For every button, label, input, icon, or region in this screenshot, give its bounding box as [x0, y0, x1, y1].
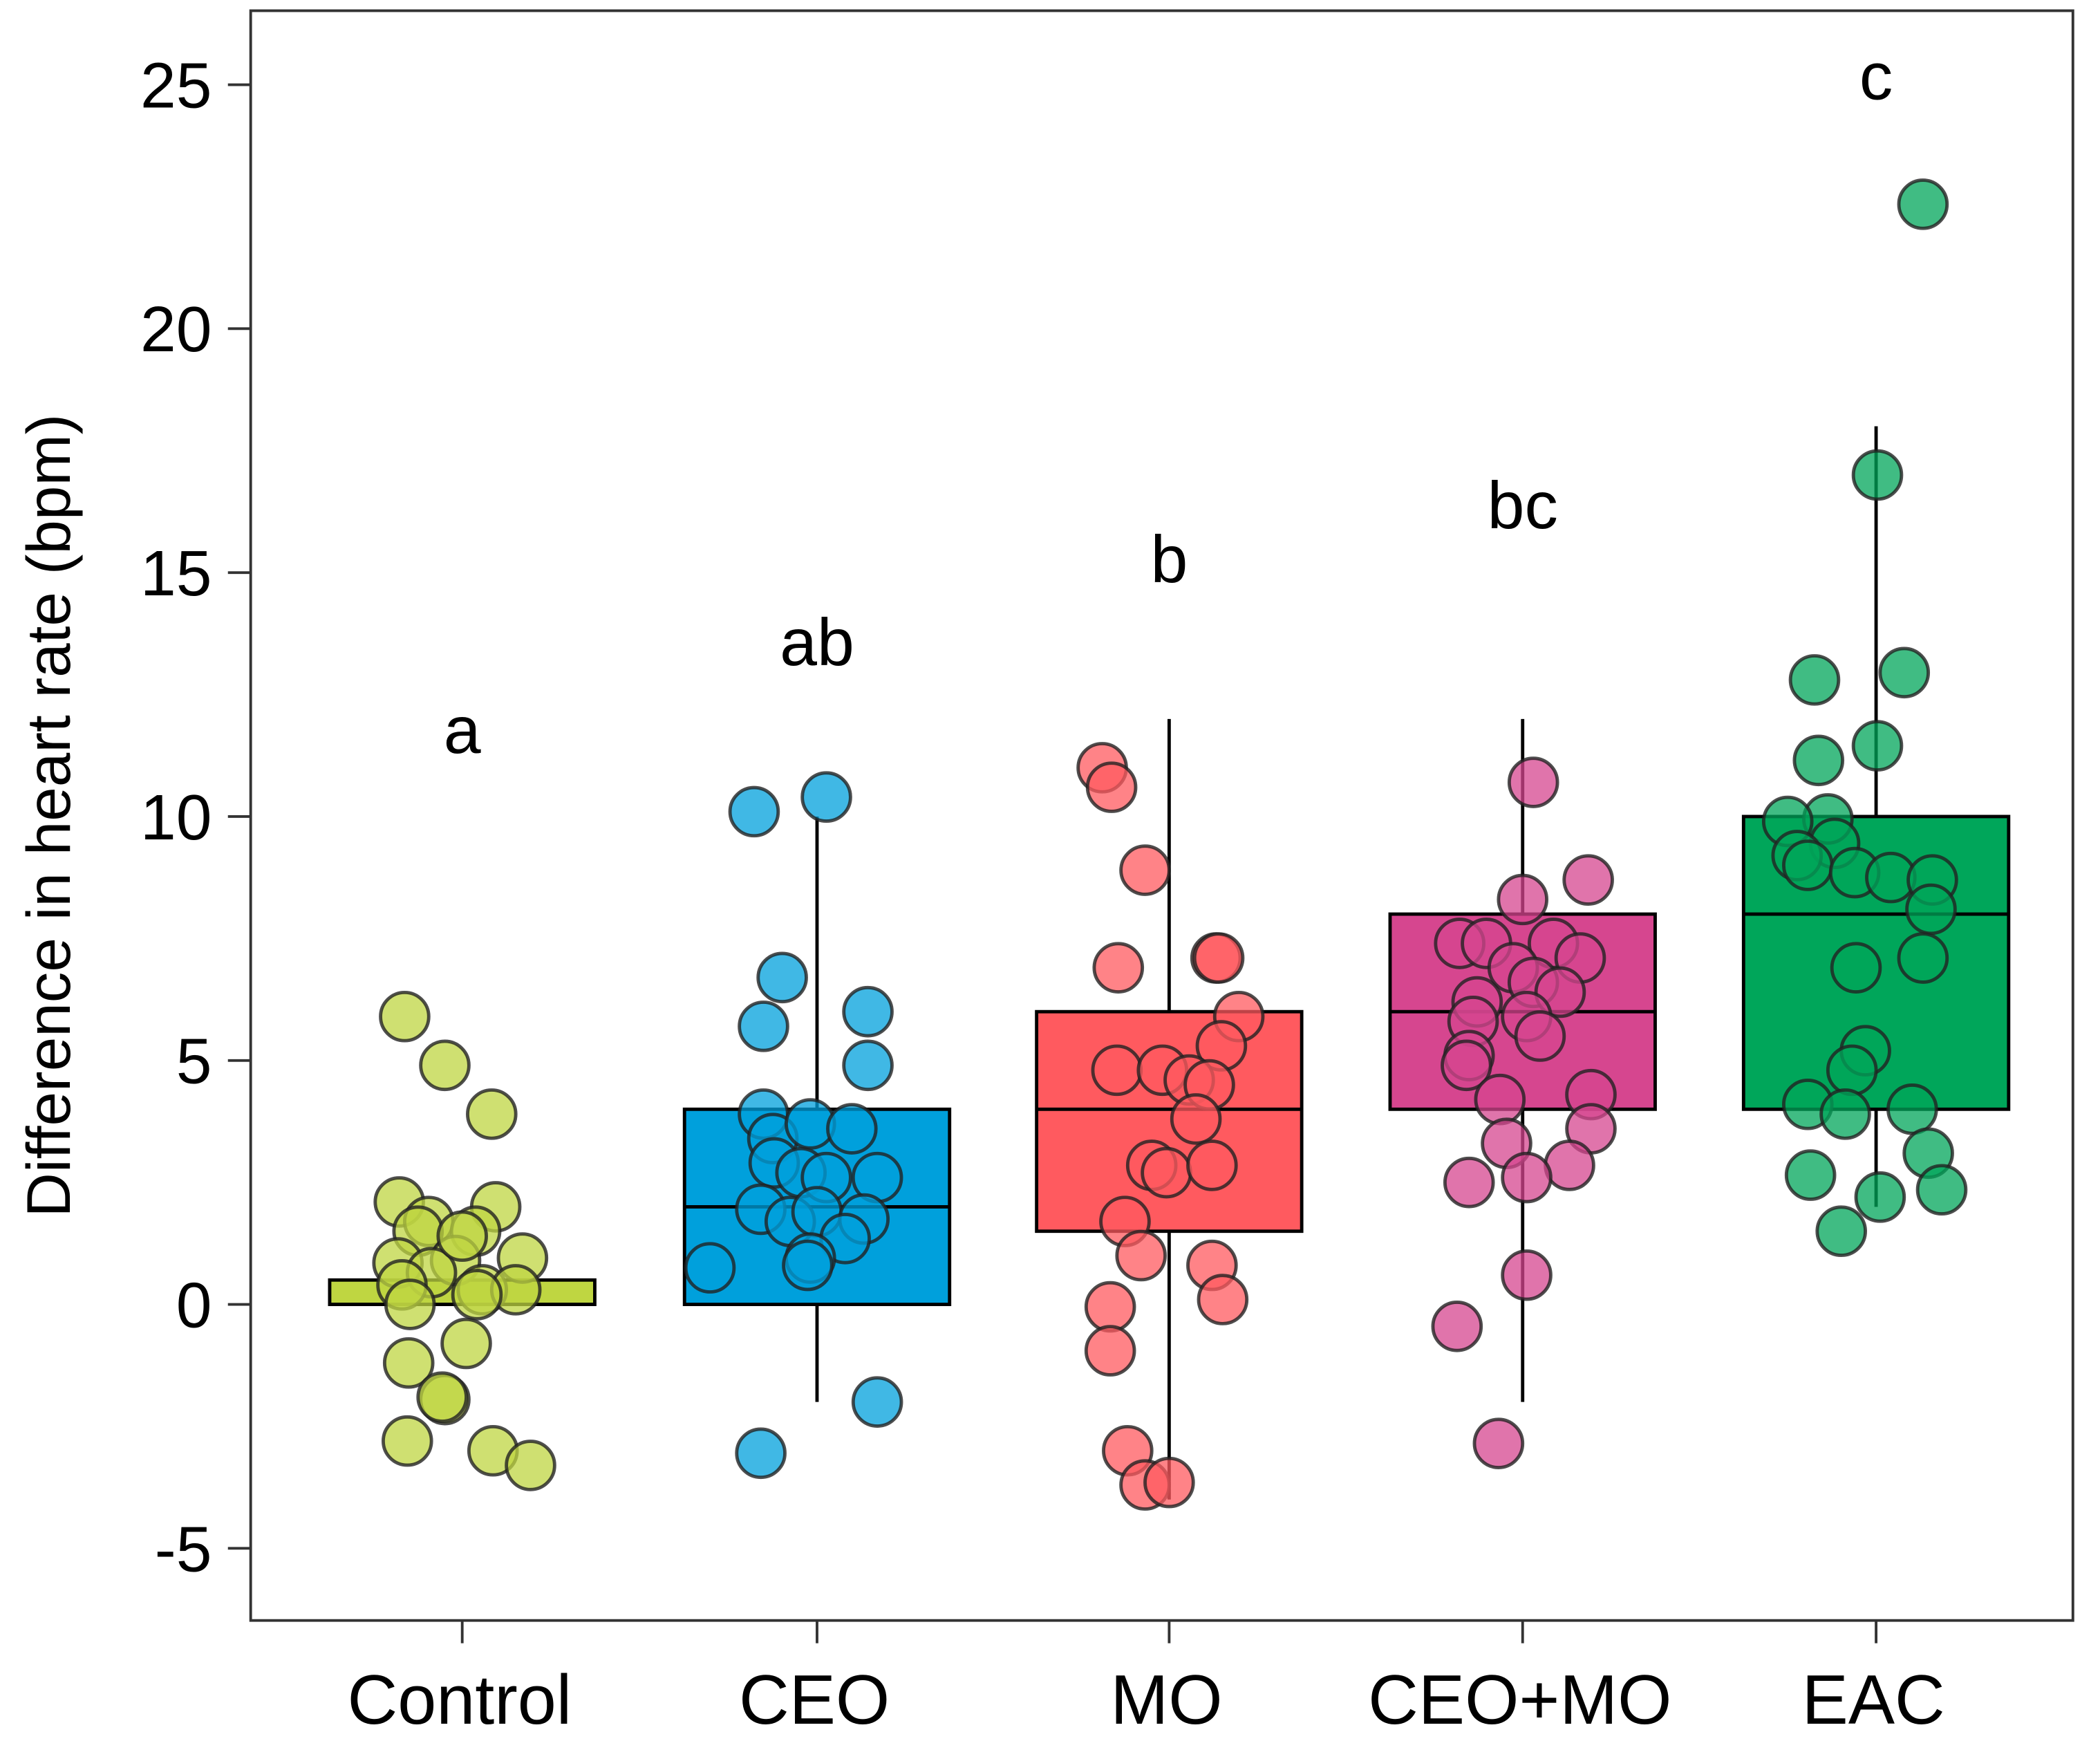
data-point [1784, 1149, 1837, 1201]
data-point [1897, 178, 1949, 230]
significance-letters: a ab b bc c [444, 38, 1893, 767]
data-point [1084, 1281, 1136, 1333]
data-point [851, 1376, 903, 1428]
data-point [738, 1000, 789, 1052]
data-point [684, 1242, 736, 1294]
y-axis-label: Difference in heart rate (bpm) [14, 414, 83, 1218]
significance-letter: c [1859, 38, 1893, 113]
data-point [1092, 942, 1145, 994]
data-point [800, 771, 852, 823]
data-point [1501, 1151, 1553, 1204]
significance-letter: ab [780, 604, 854, 680]
data-point [1474, 1073, 1526, 1126]
data-point [1514, 1010, 1566, 1062]
data-points [372, 178, 1968, 1511]
data-point [1170, 1093, 1222, 1145]
data-point [1782, 839, 1834, 891]
significance-letter: bc [1488, 467, 1558, 543]
data-point [1197, 1274, 1249, 1325]
y-tick-label: 10 [140, 781, 212, 853]
data-point [1886, 1083, 1938, 1135]
data-point [416, 1371, 468, 1423]
data-point [436, 1210, 488, 1263]
data-point [1544, 1139, 1595, 1191]
data-point [1507, 756, 1559, 808]
data-point [1441, 1039, 1492, 1092]
data-point [1084, 1325, 1136, 1377]
data-point [384, 1278, 436, 1330]
data-point [728, 785, 780, 838]
data-point [756, 951, 808, 1004]
data-point [1431, 1301, 1483, 1352]
x-tick-label: EAC [1802, 1661, 1945, 1739]
data-point [440, 1317, 492, 1370]
y-tick-label: 20 [140, 293, 212, 365]
data-point [782, 1239, 834, 1292]
data-point [1472, 1417, 1525, 1469]
data-point [1143, 1456, 1195, 1509]
x-axis: Control CEO MO CEO+MO EAC [347, 1620, 1945, 1739]
data-point [381, 1415, 433, 1467]
data-point [735, 1427, 787, 1480]
data-point [1192, 932, 1245, 984]
data-point [1497, 873, 1549, 926]
data-point [1851, 720, 1904, 772]
significance-letter: b [1150, 521, 1188, 597]
data-point [1878, 646, 1931, 699]
data-point [1792, 734, 1845, 787]
data-point [466, 1088, 518, 1140]
data-point [842, 1039, 894, 1092]
data-point [382, 1337, 435, 1389]
data-point [826, 1103, 878, 1155]
x-tick-label: CEO [739, 1661, 890, 1739]
data-point [1788, 654, 1841, 706]
data-point [1815, 1205, 1868, 1258]
data-point [1501, 1249, 1553, 1301]
data-point [1562, 854, 1614, 906]
data-point [1141, 1146, 1192, 1199]
data-point [1186, 1139, 1238, 1191]
data-point [1851, 449, 1904, 501]
y-tick-label: 0 [176, 1269, 212, 1341]
data-point [1091, 1044, 1143, 1097]
data-point [1897, 932, 1949, 984]
data-point [451, 1269, 503, 1321]
y-tick-label: 25 [140, 49, 212, 121]
data-point [1115, 1229, 1167, 1282]
data-point [1443, 1156, 1495, 1209]
y-axis: -5 0 5 10 15 20 25 [140, 49, 251, 1585]
y-tick-label: 5 [176, 1025, 212, 1097]
data-point [1085, 761, 1138, 813]
data-point [1819, 1088, 1871, 1140]
data-point [1905, 883, 1957, 935]
y-tick-label: 15 [140, 537, 212, 609]
data-point [505, 1440, 556, 1491]
x-tick-label: Control [347, 1661, 572, 1739]
y-tick-label: -5 [155, 1513, 212, 1585]
data-point [1119, 844, 1171, 896]
significance-letter: a [444, 692, 481, 767]
data-point [842, 985, 894, 1038]
data-point [1915, 1164, 1968, 1216]
data-point [419, 1039, 471, 1092]
data-point [379, 990, 431, 1043]
x-tick-label: CEO+MO [1368, 1661, 1671, 1739]
data-point [1826, 1044, 1878, 1097]
data-point [1830, 942, 1882, 994]
data-point [1854, 1171, 1906, 1223]
x-tick-label: MO [1110, 1661, 1222, 1739]
